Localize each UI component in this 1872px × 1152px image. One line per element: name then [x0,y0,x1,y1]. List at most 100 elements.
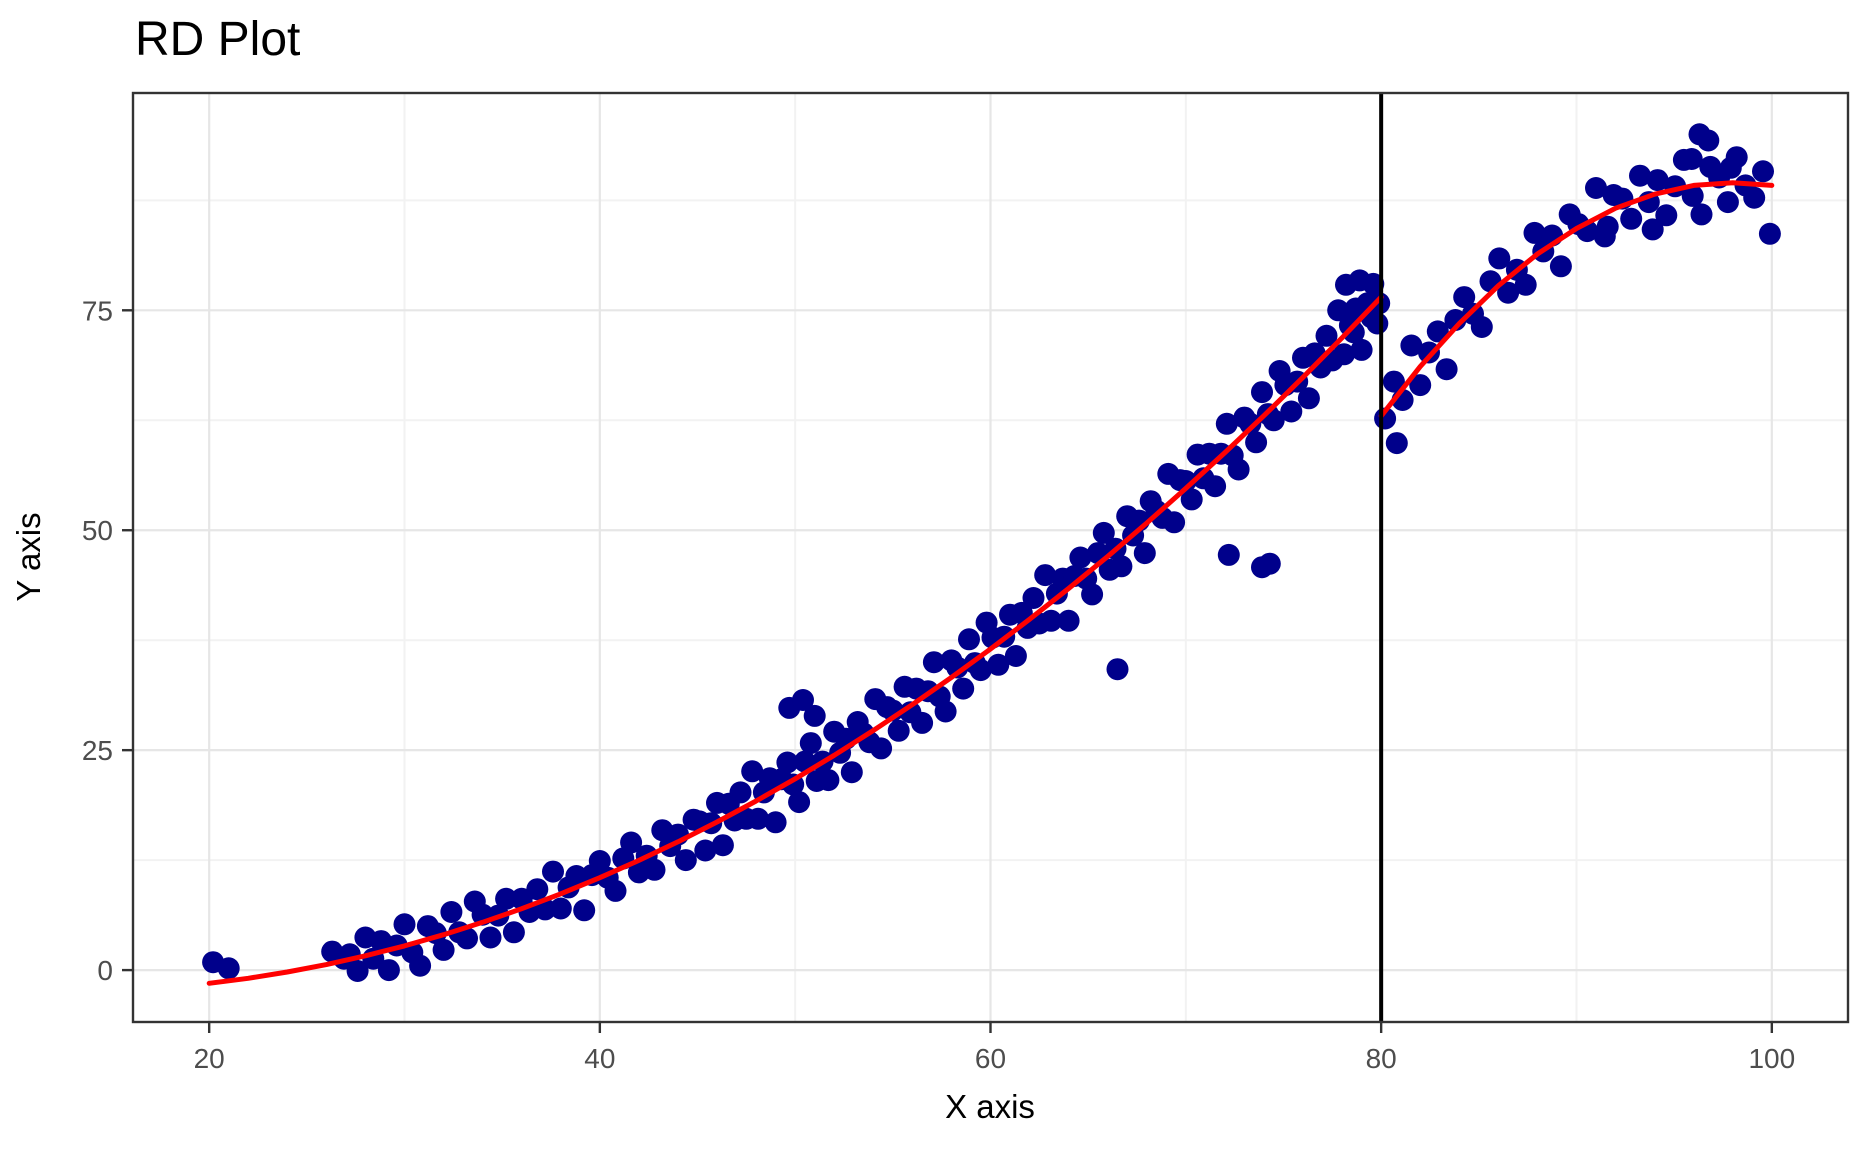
data-point [776,751,799,774]
data-point [1680,148,1703,170]
data-point [432,938,455,961]
data-point [792,689,814,711]
y-tick-label: 25 [82,735,113,766]
data-point [1418,341,1440,364]
data-point [922,651,945,674]
data-point [1497,281,1520,304]
data-point [495,887,518,910]
data-point [1385,432,1408,455]
data-point [549,897,572,920]
data-point [479,926,502,949]
data-point [1470,316,1493,338]
data-point [1366,312,1389,335]
data-point [1752,160,1774,183]
data-point [674,849,697,872]
fit-lines [206,180,1775,986]
data-point [1646,169,1669,192]
data-point [409,954,432,977]
data-point [1280,400,1303,423]
data-point [1585,177,1607,199]
data-point [1217,543,1240,566]
data-point [1333,343,1355,366]
data-point [1620,207,1643,230]
data-point [456,927,478,950]
data-point [565,865,588,887]
data-point [1348,269,1371,292]
data-point [1057,609,1080,632]
data-point [764,811,787,834]
data-point [440,901,463,923]
data-point [840,761,863,784]
data-point [1596,215,1619,238]
fit_left-curve [206,294,1384,986]
data-point [1697,129,1720,152]
data-point [1069,546,1092,569]
data-point [1081,583,1104,606]
data-point [1110,555,1133,578]
data-point [1297,387,1320,410]
data-point [1315,324,1338,347]
data-point [393,913,416,936]
data-point [1245,431,1268,454]
data-point [1022,587,1045,609]
data-point [1350,338,1373,361]
data-point [1163,511,1186,534]
axis-ticks [122,309,1774,1033]
data-point [1523,221,1546,244]
axis-tick-labels: 20 40 60 80 100 0 25 50 75 [82,295,1795,1074]
data-point [1629,164,1651,187]
data-point [934,700,957,723]
x-axis-title: X axis [945,1088,1035,1125]
data-point [870,737,893,760]
x-tick-label: 60 [975,1043,1006,1074]
data-point [1342,321,1365,344]
data-point [803,704,826,727]
data-point [588,850,611,872]
y-axis-title: Y axis [10,512,47,601]
data-point [1453,286,1476,309]
data-point [788,791,811,814]
data-point [1004,645,1027,667]
data-point [1716,191,1739,214]
data-point [1092,521,1115,544]
data-point [1743,186,1766,209]
data-point [1133,542,1156,565]
data-point [542,860,564,883]
data-point [377,959,400,982]
data-point [1204,475,1227,498]
y-tick-label: 75 [82,295,113,326]
data-point [620,831,643,854]
data-point [1690,203,1713,226]
data-point [1409,374,1432,397]
data-point [946,656,969,679]
data-point [1655,204,1678,227]
y-tick-label: 50 [82,515,113,546]
data-point [1251,381,1273,404]
x-tick-label: 80 [1366,1043,1397,1074]
data-point [1641,218,1664,241]
data-point [1040,609,1063,632]
data-point [729,781,752,804]
data-point [1251,556,1273,579]
data-point [958,628,980,651]
x-tick-label: 20 [194,1043,225,1074]
data-point [1227,458,1250,481]
data-point [346,960,369,982]
data-point [1180,488,1203,511]
data-point [741,760,764,783]
x-tick-label: 40 [584,1043,615,1074]
data-point [817,769,840,792]
data-point [1444,309,1467,331]
data-point [1681,184,1704,207]
data-point [1719,156,1742,179]
data-point [1327,299,1350,322]
fit_right-curve [1378,180,1775,419]
data-point [1549,255,1572,278]
data-point [604,879,627,902]
data-point [711,834,734,857]
data-point [987,653,1010,676]
data-point [1215,412,1238,435]
data-point [1488,247,1511,270]
data-point [1758,222,1781,245]
